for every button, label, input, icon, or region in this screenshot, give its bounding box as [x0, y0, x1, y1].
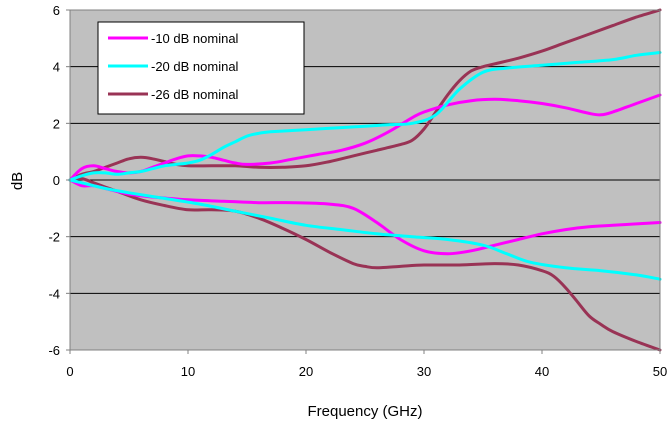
x-tick-label: 20 [299, 364, 313, 379]
x-tick-labels: 0 10 20 30 40 50 [66, 350, 667, 379]
series-line-20-db-nominal-upper [68, 51, 662, 182]
series-layer [68, 8, 662, 352]
legend-label: -10 dB nominal [151, 31, 239, 46]
x-tick-label: 10 [181, 364, 195, 379]
x-tick-label: 0 [66, 364, 73, 379]
x-tick-label: 30 [417, 364, 431, 379]
series-line-20-db-nominal-lower [68, 178, 662, 281]
legend-label: -26 dB nominal [151, 87, 239, 102]
x-axis-title: Frequency (GHz) [307, 403, 422, 420]
gridlines [70, 66, 660, 294]
series-line-26-db-nominal-upper [68, 8, 662, 182]
y-tick-label: -4 [48, 286, 60, 301]
y-tick-label: 0 [53, 173, 60, 188]
y-axis-title: dB [9, 172, 26, 190]
y-tick-label: 4 [53, 60, 60, 75]
legend-label: -20 dB nominal [151, 59, 239, 74]
x-tick-label: 40 [535, 364, 549, 379]
y-tick-label: -6 [48, 343, 60, 358]
series-line-26-db-nominal-lower [68, 177, 662, 352]
x-tick-label: 50 [653, 364, 667, 379]
y-tick-label: 2 [53, 116, 60, 131]
legend: -10 dB nominal -20 dB nominal -26 dB nomin… [97, 21, 305, 115]
y-tick-labels: -6 -4 -2 0 2 4 6 [48, 3, 70, 358]
y-tick-label: 6 [53, 3, 60, 18]
y-tick-label: -2 [48, 230, 60, 245]
